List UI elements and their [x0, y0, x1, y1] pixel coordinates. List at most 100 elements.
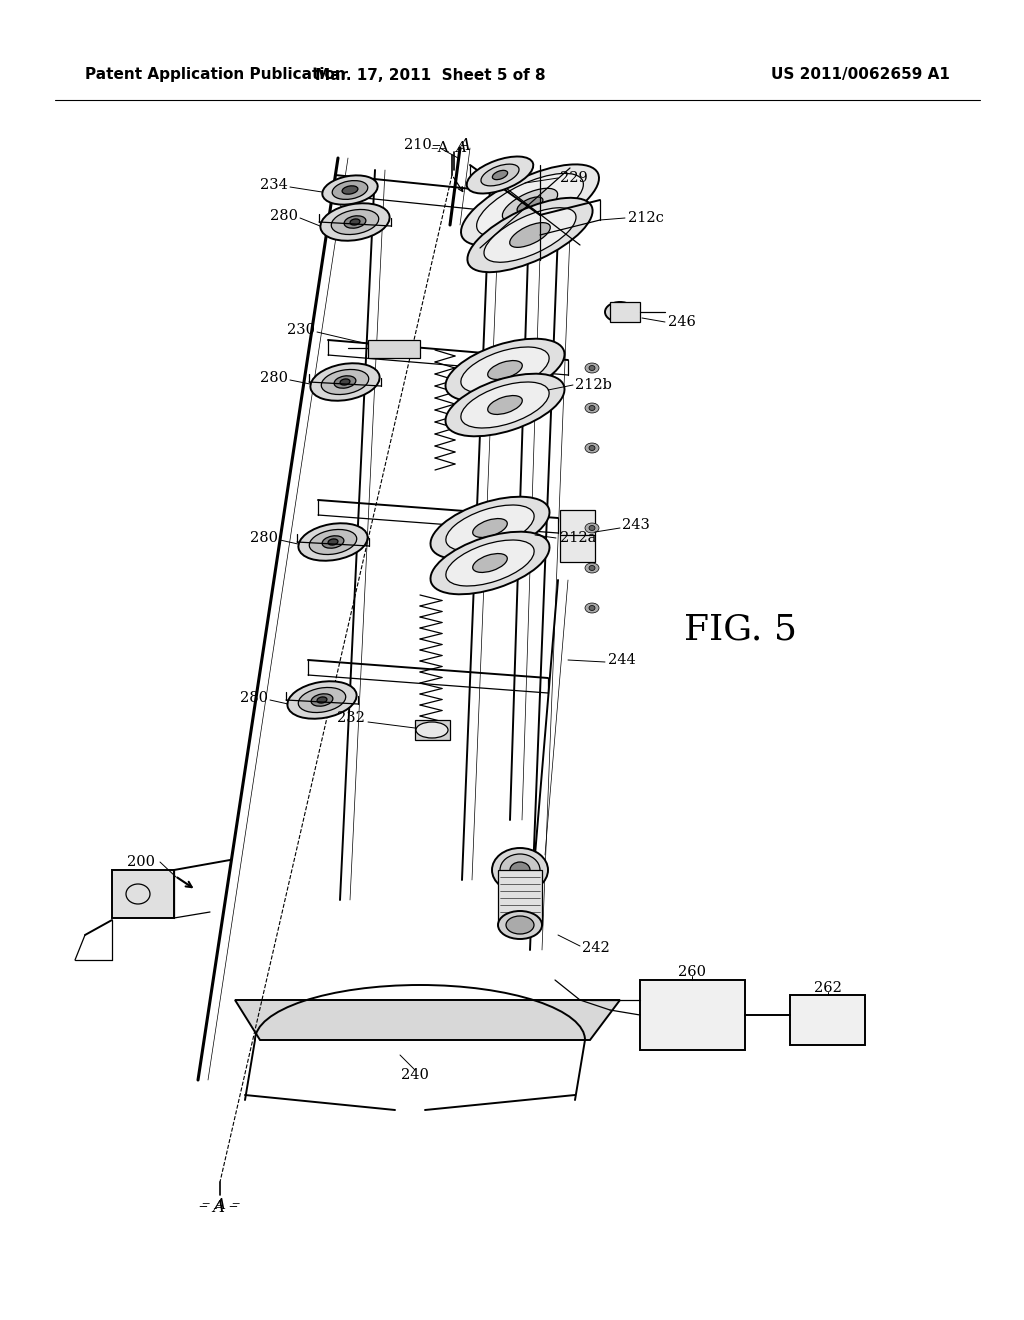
Text: 280: 280: [250, 531, 278, 545]
Ellipse shape: [585, 523, 599, 533]
Text: A: A: [455, 141, 466, 154]
Ellipse shape: [323, 536, 344, 548]
Ellipse shape: [323, 176, 378, 205]
Ellipse shape: [342, 186, 358, 194]
Text: 210: 210: [404, 139, 432, 152]
Ellipse shape: [322, 370, 369, 395]
Ellipse shape: [332, 181, 368, 199]
Ellipse shape: [467, 198, 593, 272]
Ellipse shape: [589, 446, 595, 450]
Ellipse shape: [510, 862, 530, 878]
Text: 212b: 212b: [575, 378, 612, 392]
Ellipse shape: [445, 374, 564, 437]
Ellipse shape: [510, 223, 550, 247]
Ellipse shape: [473, 519, 507, 537]
Text: –: –: [230, 1196, 240, 1213]
Ellipse shape: [350, 219, 360, 226]
Ellipse shape: [589, 565, 595, 570]
Text: –: –: [228, 1197, 238, 1214]
Text: –: –: [199, 1197, 208, 1214]
Bar: [498, 870, 542, 925]
Text: Mar. 17, 2011  Sheet 5 of 8: Mar. 17, 2011 Sheet 5 of 8: [314, 67, 546, 82]
Ellipse shape: [311, 694, 333, 706]
Text: 230: 230: [287, 323, 315, 337]
Ellipse shape: [487, 360, 522, 379]
Ellipse shape: [332, 210, 379, 235]
Ellipse shape: [476, 173, 584, 236]
Text: 243: 243: [622, 517, 650, 532]
Ellipse shape: [416, 722, 449, 738]
Bar: [560, 510, 595, 562]
Bar: [790, 995, 865, 1045]
Ellipse shape: [309, 529, 356, 554]
Ellipse shape: [493, 170, 508, 180]
Ellipse shape: [484, 207, 577, 263]
Text: 262: 262: [814, 981, 842, 995]
Ellipse shape: [344, 215, 366, 228]
Ellipse shape: [585, 603, 599, 612]
Ellipse shape: [589, 405, 595, 411]
Ellipse shape: [585, 363, 599, 374]
Text: 280: 280: [260, 371, 288, 385]
Ellipse shape: [503, 189, 558, 222]
Ellipse shape: [298, 523, 368, 561]
Text: FIG. 5: FIG. 5: [683, 612, 797, 647]
Bar: [640, 979, 745, 1049]
Bar: [368, 341, 420, 358]
Text: –A: –A: [430, 141, 449, 154]
Ellipse shape: [317, 697, 327, 704]
Text: US 2011/0062659 A1: US 2011/0062659 A1: [771, 67, 950, 82]
Ellipse shape: [585, 403, 599, 413]
Text: 260: 260: [678, 965, 706, 979]
Ellipse shape: [445, 339, 564, 401]
Ellipse shape: [288, 681, 356, 718]
Text: –: –: [201, 1196, 209, 1213]
Ellipse shape: [461, 165, 599, 246]
Text: A: A: [212, 1200, 224, 1217]
Text: 229: 229: [560, 172, 588, 185]
Ellipse shape: [445, 506, 535, 550]
Ellipse shape: [328, 539, 338, 545]
Ellipse shape: [517, 197, 543, 213]
Ellipse shape: [585, 564, 599, 573]
Ellipse shape: [498, 911, 542, 939]
Text: A: A: [214, 1199, 225, 1212]
Ellipse shape: [473, 553, 507, 573]
Text: A: A: [458, 136, 470, 153]
Ellipse shape: [321, 203, 389, 240]
Ellipse shape: [461, 381, 549, 428]
Ellipse shape: [467, 157, 534, 194]
Ellipse shape: [481, 164, 519, 186]
Ellipse shape: [310, 363, 380, 401]
Ellipse shape: [605, 302, 635, 322]
Ellipse shape: [585, 444, 599, 453]
Text: 242: 242: [582, 941, 609, 954]
Ellipse shape: [500, 854, 540, 886]
Ellipse shape: [334, 376, 356, 388]
Text: 232: 232: [337, 711, 365, 725]
Ellipse shape: [340, 379, 350, 385]
Text: 240: 240: [401, 1068, 429, 1082]
Text: 246: 246: [668, 315, 696, 329]
Text: 200: 200: [127, 855, 155, 869]
Text: 212a: 212a: [560, 531, 596, 545]
Ellipse shape: [298, 688, 346, 713]
Text: Patent Application Publication: Patent Application Publication: [85, 67, 346, 82]
Ellipse shape: [430, 496, 550, 560]
Ellipse shape: [589, 606, 595, 610]
Text: –: –: [431, 136, 440, 154]
Bar: [610, 302, 640, 322]
Text: 280: 280: [270, 209, 298, 223]
Ellipse shape: [589, 366, 595, 371]
Text: 244: 244: [608, 653, 636, 667]
Text: 234: 234: [260, 178, 288, 191]
Polygon shape: [234, 1001, 620, 1040]
Text: 280: 280: [240, 690, 268, 705]
Ellipse shape: [430, 532, 550, 594]
Ellipse shape: [589, 525, 595, 531]
Ellipse shape: [461, 347, 549, 393]
Ellipse shape: [487, 396, 522, 414]
Bar: [415, 719, 450, 741]
Text: 212c: 212c: [628, 211, 664, 224]
Ellipse shape: [445, 540, 535, 586]
